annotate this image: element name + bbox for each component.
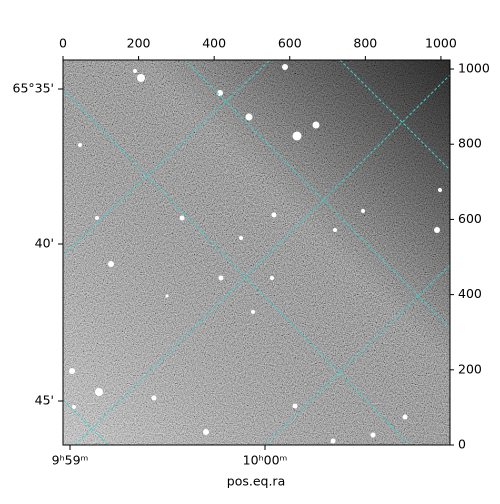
y-tick-label: 800 — [458, 136, 482, 151]
x-tick-label: 200 — [127, 36, 151, 51]
x-tick-label: 400 — [202, 36, 226, 51]
y-tick-label: 600 — [458, 211, 482, 226]
dec-tick-label: 45' — [35, 393, 54, 408]
x-axis-label: pos.eq.ra — [227, 474, 285, 489]
stars — [69, 64, 442, 444]
x-tick-label: 0 — [59, 36, 67, 51]
y-tick-label: 200 — [458, 361, 482, 376]
y-tick-label: 0 — [458, 437, 466, 452]
dec-tick-label: 40' — [35, 236, 54, 251]
dec-tick-label: 65°35' — [13, 81, 55, 96]
y-tick-label: 1000 — [458, 61, 490, 76]
y-tick-label: 400 — [458, 286, 482, 301]
x-tick-label: 800 — [353, 36, 377, 51]
ra-tick-label: 9ʰ59ᵐ — [52, 453, 89, 468]
coordinate-grid — [63, 60, 450, 445]
x-tick-label: 600 — [278, 36, 302, 51]
sky-image — [63, 60, 450, 445]
ra-tick-label: 10ʰ00ᵐ — [243, 453, 288, 468]
plot-frame — [62, 59, 451, 446]
x-tick-label: 1000 — [425, 36, 457, 51]
